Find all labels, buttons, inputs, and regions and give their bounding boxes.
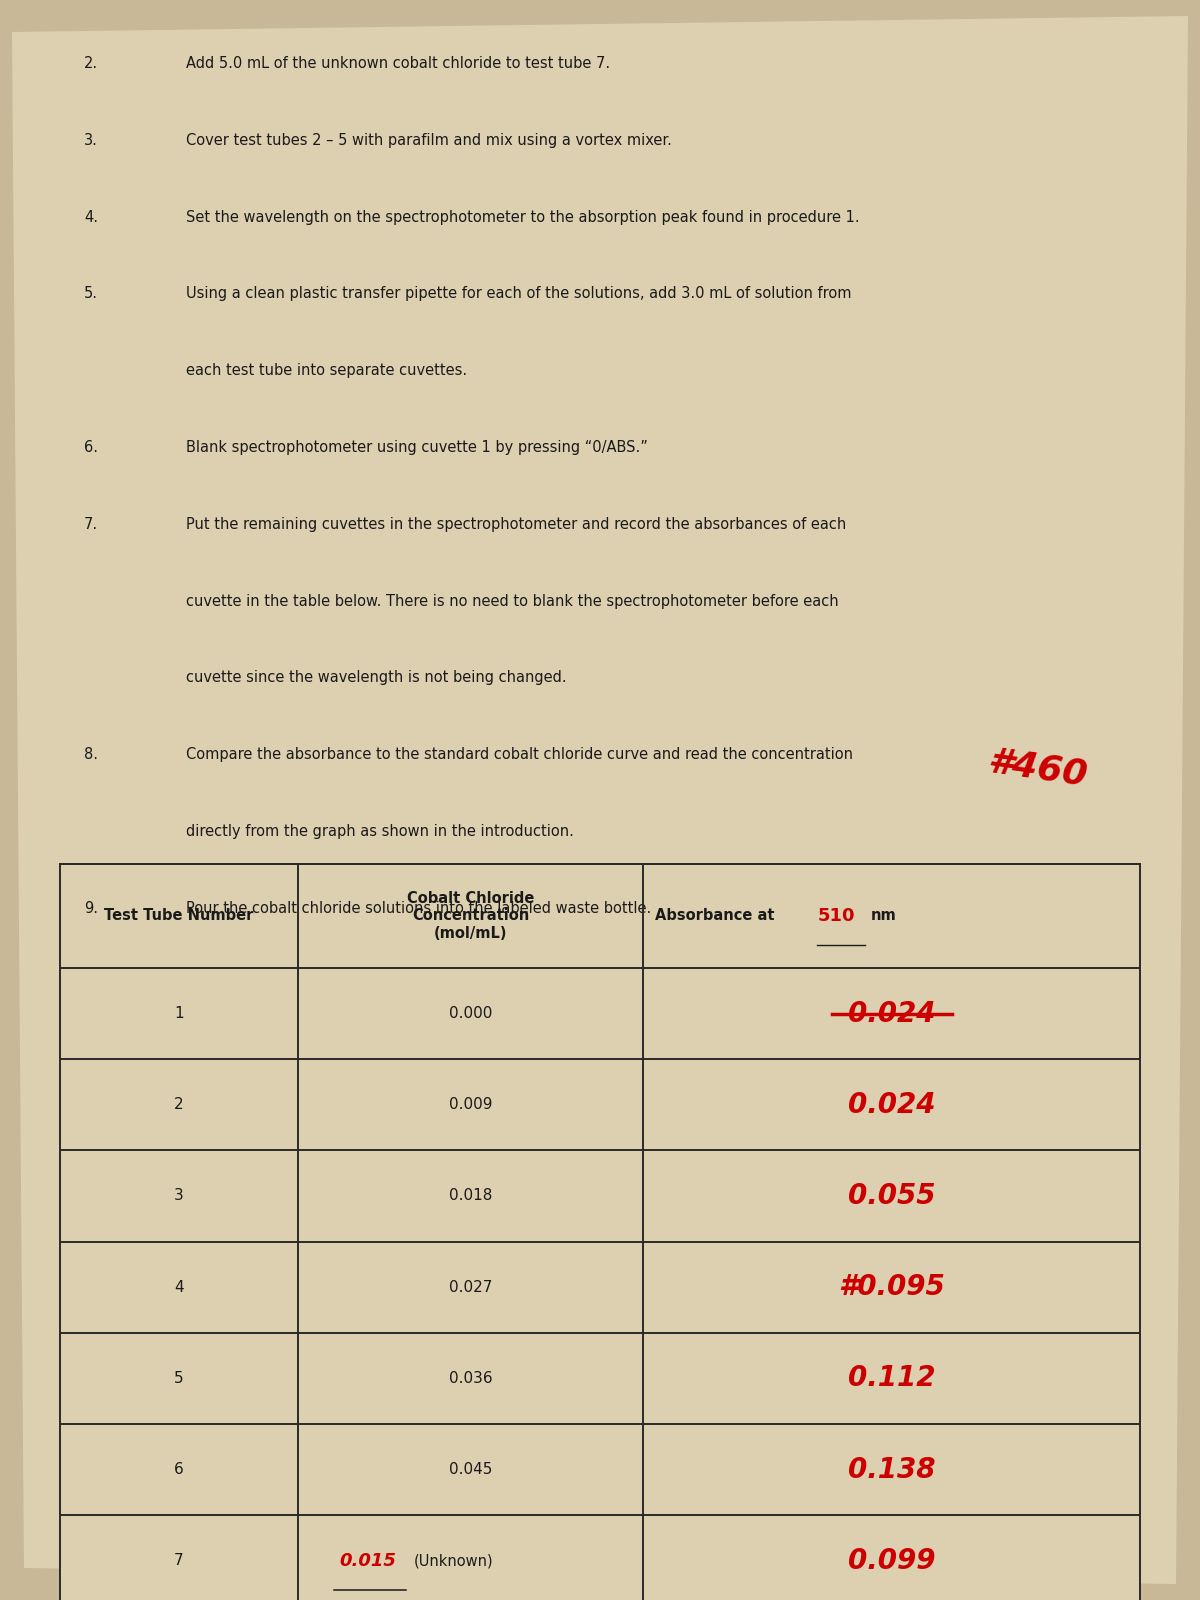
- Text: nm: nm: [871, 909, 896, 923]
- Polygon shape: [12, 16, 1188, 1584]
- Text: Absorbance at: Absorbance at: [655, 909, 780, 923]
- Text: 0.045: 0.045: [449, 1462, 492, 1477]
- Text: each test tube into separate cuvettes.: each test tube into separate cuvettes.: [186, 363, 467, 378]
- Text: directly from the graph as shown in the introduction.: directly from the graph as shown in the …: [186, 824, 574, 838]
- Text: #0.095: #0.095: [839, 1274, 944, 1301]
- Text: 9.: 9.: [84, 901, 98, 915]
- Text: Put the remaining cuvettes in the spectrophotometer and record the absorbances o: Put the remaining cuvettes in the spectr…: [186, 517, 846, 531]
- Text: 0.015: 0.015: [340, 1552, 396, 1570]
- Text: 6: 6: [174, 1462, 184, 1477]
- Text: 0.138: 0.138: [848, 1456, 935, 1483]
- Text: Pour the cobalt chloride solutions into the labeled waste bottle.: Pour the cobalt chloride solutions into …: [186, 901, 652, 915]
- Text: cuvette since the wavelength is not being changed.: cuvette since the wavelength is not bein…: [186, 670, 566, 685]
- Text: 0.036: 0.036: [449, 1371, 492, 1386]
- Text: 2: 2: [174, 1098, 184, 1112]
- Text: 7.: 7.: [84, 517, 98, 531]
- Text: 0.024: 0.024: [848, 1000, 935, 1027]
- Text: 1: 1: [174, 1006, 184, 1021]
- Text: 3: 3: [174, 1189, 184, 1203]
- Text: (Unknown): (Unknown): [414, 1554, 493, 1568]
- Text: 0.000: 0.000: [449, 1006, 492, 1021]
- Text: 0.018: 0.018: [449, 1189, 492, 1203]
- Text: Using a clean plastic transfer pipette for each of the solutions, add 3.0 mL of : Using a clean plastic transfer pipette f…: [186, 286, 852, 301]
- Text: Blank spectrophotometer using cuvette 1 by pressing “0/ABS.”: Blank spectrophotometer using cuvette 1 …: [186, 440, 648, 454]
- Text: 4.: 4.: [84, 210, 98, 224]
- Text: 510: 510: [817, 907, 854, 925]
- Text: 0.027: 0.027: [449, 1280, 492, 1294]
- Text: 0.112: 0.112: [848, 1365, 935, 1392]
- Text: 0.024: 0.024: [848, 1091, 935, 1118]
- Text: 3.: 3.: [84, 133, 98, 147]
- Text: 0.009: 0.009: [449, 1098, 492, 1112]
- Text: #460: #460: [986, 744, 1090, 792]
- Text: 0.099: 0.099: [848, 1547, 935, 1574]
- Text: Test Tube Number: Test Tube Number: [104, 909, 253, 923]
- Text: Add 5.0 mL of the unknown cobalt chloride to test tube 7.: Add 5.0 mL of the unknown cobalt chlorid…: [186, 56, 610, 70]
- Text: 0.055: 0.055: [848, 1182, 935, 1210]
- Text: Set the wavelength on the spectrophotometer to the absorption peak found in proc: Set the wavelength on the spectrophotome…: [186, 210, 859, 224]
- Text: Cover test tubes 2 – 5 with parafilm and mix using a vortex mixer.: Cover test tubes 2 – 5 with parafilm and…: [186, 133, 672, 147]
- Text: Cobalt Chloride
Concentration
(mol/mL): Cobalt Chloride Concentration (mol/mL): [407, 891, 534, 941]
- Text: 6.: 6.: [84, 440, 98, 454]
- Text: 4: 4: [174, 1280, 184, 1294]
- Text: 8.: 8.: [84, 747, 98, 762]
- Text: 5.: 5.: [84, 286, 98, 301]
- Text: Compare the absorbance to the standard cobalt chloride curve and read the concen: Compare the absorbance to the standard c…: [186, 747, 853, 762]
- Bar: [60, 864, 1140, 1600]
- Text: cuvette in the table below. There is no need to blank the spectrophotometer befo: cuvette in the table below. There is no …: [186, 594, 839, 608]
- Text: 7: 7: [174, 1554, 184, 1568]
- Text: 5: 5: [174, 1371, 184, 1386]
- Text: 2.: 2.: [84, 56, 98, 70]
